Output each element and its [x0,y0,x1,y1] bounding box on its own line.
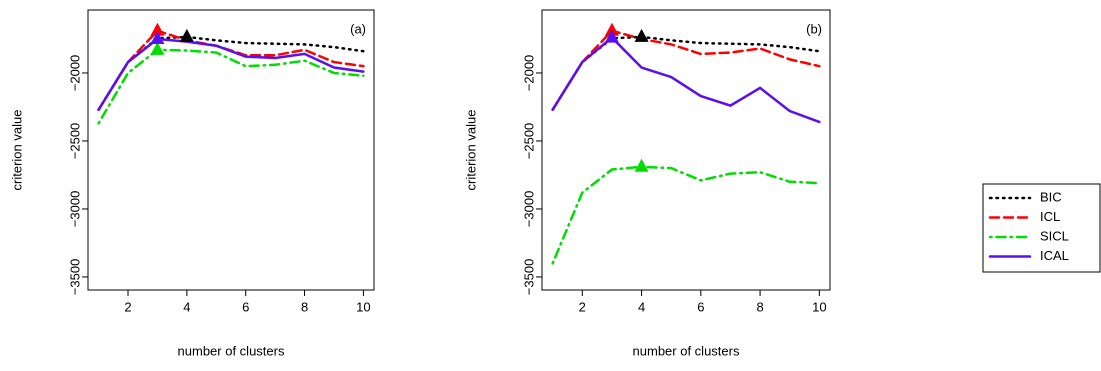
x-tick-label: 6 [242,299,249,314]
legend: BIC ICL SICL ICAL [982,183,1101,273]
max-marker [604,22,619,36]
max-marker [634,158,649,172]
y-tick-label: −3000 [521,191,536,228]
y-tick-label: −3500 [521,259,536,296]
series-line [551,29,821,111]
y-tick-label: −3500 [67,259,82,296]
y-tick-label: −2500 [67,123,82,160]
x-tick-label: 6 [697,299,704,314]
y-tick-label: −3000 [67,191,82,228]
panel: 2 4 6 8 10 −3500 −3000 −2500 −2000 number of clus… [463,9,831,358]
max-marker [150,30,165,44]
x-tick-label: 8 [301,299,308,314]
y-axis-title: criterion value [463,110,478,191]
series-line [97,48,365,125]
x-tick-label: 8 [756,299,763,314]
series-line [97,37,365,111]
legend-label: SICL [1040,228,1069,243]
max-marker [150,22,165,36]
legend-label: BIC [1040,189,1062,204]
series-line [551,35,821,124]
x-tick-label: 10 [356,299,370,314]
max-marker [150,41,165,55]
panel: 2 4 6 8 10 −3500 −3000 −2500 −2000 number of clus… [9,9,375,358]
max-marker [179,28,194,42]
y-axis-title: criterion value [9,110,24,191]
max-marker [604,29,619,43]
x-tick-label: 4 [183,299,190,314]
plot-frame [87,9,375,291]
y-tick-label: −2000 [521,55,536,92]
legend-label: ICL [1040,209,1060,224]
x-axis-title: number of clusters [633,343,740,358]
max-marker [634,28,649,42]
series-line [551,165,821,265]
plot-frame [541,9,831,291]
x-axis-title: number of clusters [178,343,285,358]
panel-label: (b) [806,21,822,36]
series-line [97,29,365,111]
y-tick-label: −2000 [67,55,82,92]
legend-label: ICAL [1040,248,1069,263]
x-tick-label: 10 [812,299,826,314]
x-tick-label: 4 [638,299,645,314]
series-line [551,35,821,111]
x-tick-label: 2 [579,299,586,314]
x-tick-label: 2 [124,299,131,314]
y-tick-label: −2500 [521,123,536,160]
series-line [97,35,365,111]
panel-label: (a) [350,21,366,36]
